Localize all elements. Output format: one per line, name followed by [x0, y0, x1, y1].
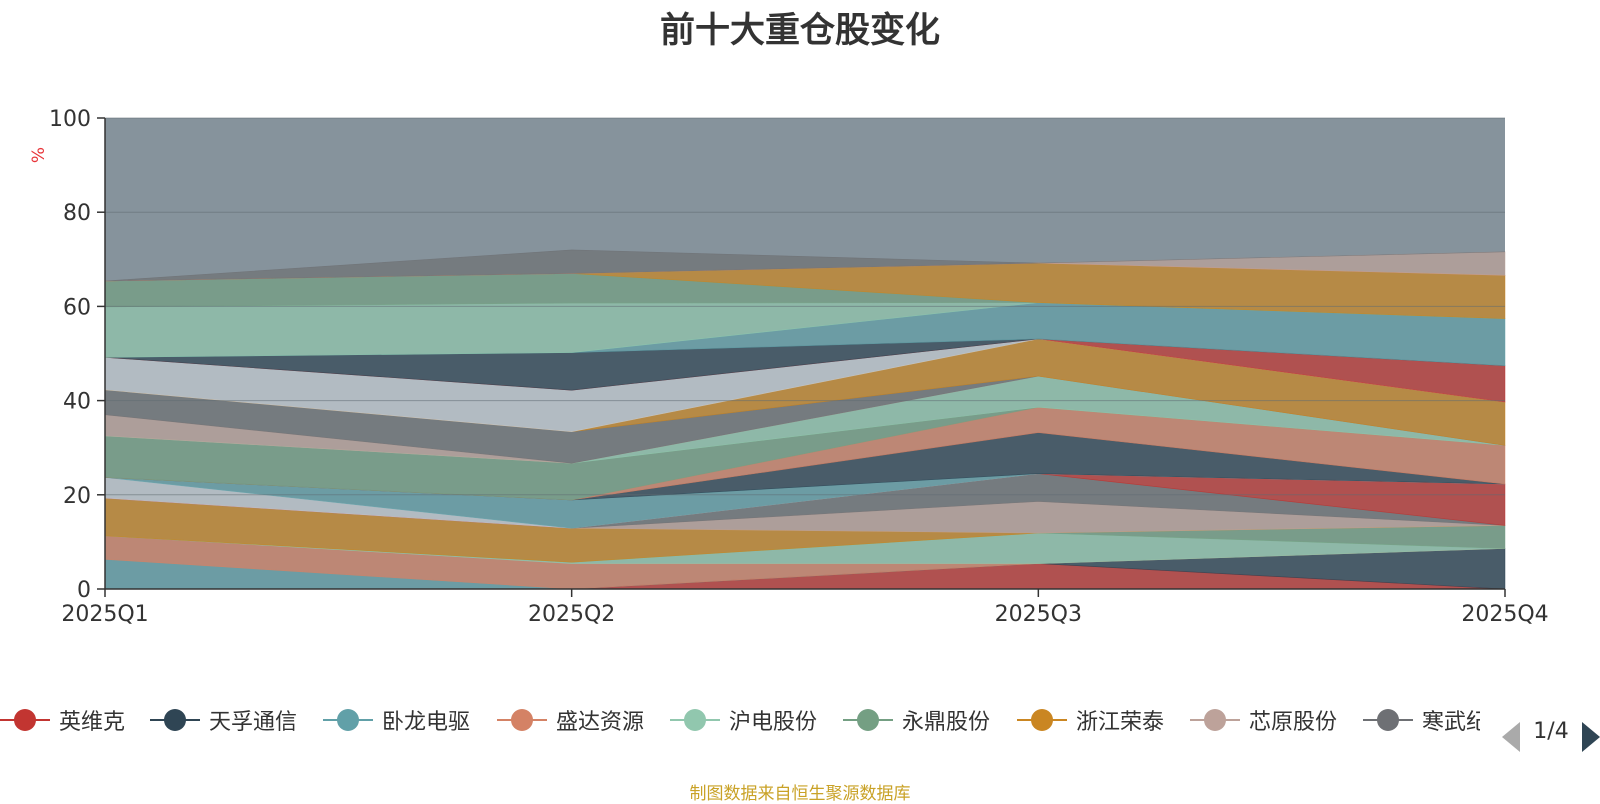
legend-marker-icon	[1017, 709, 1067, 731]
legend-marker-icon	[0, 709, 50, 731]
legend-page-indicator: 1/4	[1533, 719, 1569, 744]
legend-item[interactable]: 浙江荣泰	[1017, 700, 1164, 740]
y-axis-label: %	[29, 147, 49, 163]
y-tick-label: 80	[63, 201, 91, 226]
x-tick-label: 2025Q2	[528, 602, 615, 627]
grid-lines	[105, 117, 1505, 496]
legend-label: 芯原股份	[1249, 710, 1338, 735]
legend-next-page-button[interactable]	[1578, 720, 1600, 754]
legend-item[interactable]: 盛达资源	[497, 700, 644, 740]
legend-marker-icon	[843, 709, 893, 731]
axes: 0 20 40 60 80 100 2025Q1 2025Q2 2025Q3 2025Q4	[49, 107, 1549, 627]
y-tick-label: 60	[63, 295, 91, 320]
stacked-area-chart: 0 20 40 60 80 100 2025Q1 2025Q2 2025Q3 2025Q4 %	[29, 107, 1549, 627]
y-tick-label: 40	[63, 390, 91, 415]
legend-prev-page-button[interactable]	[1500, 720, 1524, 754]
legend-marker-icon	[323, 709, 373, 731]
area-series-28	[104, 249, 1506, 282]
legend-item[interactable]: 英维克	[0, 700, 125, 740]
legend-item[interactable]: 沪电股份	[670, 700, 817, 740]
legend-marker-icon	[670, 709, 720, 731]
triangle-left-icon	[1502, 722, 1520, 752]
legend-label: 沪电股份	[729, 710, 818, 735]
legend-label: 永鼎股份	[902, 710, 991, 735]
chart-title: 前十大重仓股变化	[659, 11, 940, 51]
legend-label: 卧龙电驱	[382, 710, 471, 735]
legend-marker-icon	[497, 709, 547, 731]
triangle-right-icon	[1582, 722, 1600, 752]
area-series-layer	[104, 118, 1506, 590]
legend-label: 浙江荣泰	[1076, 710, 1165, 735]
legend-label: 英维克	[59, 710, 126, 735]
legend-marker-icon	[1363, 709, 1413, 731]
y-tick-label: 100	[49, 107, 91, 132]
y-tick-label: 0	[77, 578, 91, 603]
legend-item[interactable]: 芯原股份	[1190, 700, 1337, 740]
source-note: 制图数据来自恒生聚源数据库	[689, 784, 911, 804]
legend-item[interactable]: 卧龙电驱	[323, 700, 470, 740]
legend-label: 天孚通信	[209, 710, 298, 735]
legend-label: 盛达资源	[556, 710, 645, 735]
legend: 英维克 天孚通信 卧龙电驱 盛达资源 沪电股份 永鼎股份 浙江荣泰 芯原股份 寒武纪	[0, 700, 1480, 740]
legend-item[interactable]: 寒武纪	[1363, 700, 1480, 740]
x-tick-label: 2025Q1	[61, 602, 148, 627]
x-tick-label: 2025Q3	[995, 602, 1082, 627]
legend-marker-icon	[1190, 709, 1240, 731]
legend-item[interactable]: 天孚通信	[150, 700, 297, 740]
x-tick-label: 2025Q4	[1461, 602, 1548, 627]
y-tick-label: 20	[63, 484, 91, 509]
legend-item[interactable]: 永鼎股份	[843, 700, 990, 740]
legend-label: 寒武纪	[1422, 710, 1480, 735]
legend-marker-icon	[150, 709, 200, 731]
